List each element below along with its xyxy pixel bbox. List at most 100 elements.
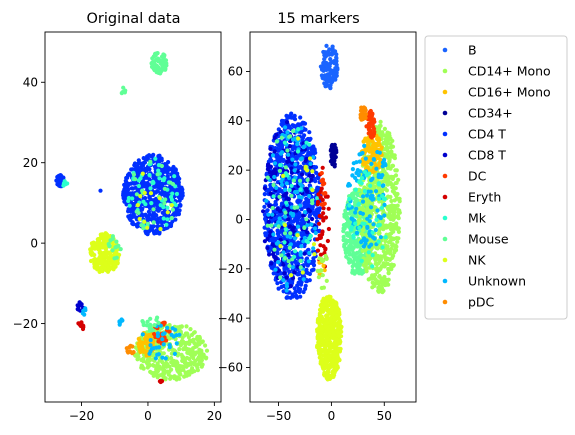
point-mouse — [151, 207, 156, 212]
point-mk — [315, 196, 320, 201]
point-mouse — [134, 209, 139, 214]
point-nk — [324, 306, 329, 311]
point-cd14plus-mono — [378, 254, 384, 259]
point-unknown — [274, 185, 279, 190]
point-unknown — [117, 322, 122, 327]
point-unknown — [140, 332, 145, 337]
point-mouse — [351, 240, 356, 245]
point-cd8-t — [272, 135, 277, 141]
point-mouse — [341, 234, 346, 239]
point-cd14plus-mono — [321, 285, 326, 290]
point-nk — [97, 247, 102, 252]
point-cd4-t — [304, 267, 309, 272]
point-nk — [336, 330, 341, 335]
point-mk — [153, 156, 158, 161]
point-cd14plus-mono — [192, 369, 197, 374]
point-cd14plus-mono — [384, 261, 389, 266]
point-cd4-t — [306, 136, 311, 142]
point-unknown — [361, 194, 366, 199]
point-mouse — [353, 251, 358, 256]
point-cd14plus-mono — [188, 327, 193, 332]
point-mouse — [148, 325, 153, 330]
point-cd14plus-mono — [384, 282, 389, 287]
point-cd14plus-mono — [384, 188, 389, 193]
point-nk — [318, 343, 323, 348]
point-mk — [126, 195, 131, 201]
point-cd14plus-mono — [193, 358, 198, 363]
point-cd4-t — [166, 168, 171, 173]
point-cd14plus-mono — [373, 261, 378, 266]
point-mouse — [154, 68, 159, 73]
point-unknown — [305, 223, 310, 228]
point-mouse — [162, 201, 167, 206]
point-mouse — [302, 225, 307, 230]
point-cd34plus — [332, 158, 337, 163]
point-cd4-t — [134, 166, 139, 171]
point-cd8-t — [273, 170, 278, 175]
point-unknown — [375, 149, 380, 155]
point-cd4-t — [157, 185, 163, 191]
point-nk — [323, 324, 328, 329]
point-cd14plus-mono — [364, 261, 369, 266]
point-mk — [353, 187, 358, 192]
point-cd4-t — [144, 175, 149, 180]
point-cd4-t — [129, 181, 134, 186]
point-cd34plus — [332, 162, 337, 167]
point-mouse — [271, 182, 276, 187]
point-b — [330, 44, 335, 49]
point-nk — [317, 320, 322, 325]
point-mouse — [272, 247, 277, 252]
point-cd14plus-mono — [162, 368, 167, 373]
point-cd8-t — [284, 197, 289, 202]
point-mouse — [156, 56, 161, 61]
point-unknown — [365, 193, 370, 198]
x-tick-label: 50 — [377, 409, 392, 423]
point-mouse — [295, 205, 300, 210]
point-cd14plus-mono — [390, 189, 395, 194]
point-cd4-t — [307, 214, 312, 219]
point-unknown — [293, 162, 298, 167]
point-nk — [322, 372, 327, 377]
point-nk — [329, 319, 334, 324]
point-nk — [95, 241, 100, 246]
point-cd4-t — [307, 183, 312, 188]
point-cd16plus-mono — [143, 337, 149, 342]
point-unknown — [163, 356, 168, 361]
x-tick-label: 0 — [144, 409, 152, 423]
point-nk — [307, 156, 313, 161]
point-cd8-t — [262, 186, 267, 191]
point-cd14plus-mono — [175, 367, 181, 373]
point-unknown — [351, 161, 356, 166]
point-cd4-t — [299, 207, 304, 212]
point-cd4-t — [296, 122, 301, 127]
point-mouse — [304, 217, 309, 222]
point-dc — [366, 123, 371, 128]
point-nk — [88, 258, 94, 264]
point-mouse — [344, 221, 350, 226]
point-mouse — [114, 239, 119, 244]
point-cd14plus-mono — [199, 348, 204, 353]
point-cd16plus-mono — [375, 143, 380, 148]
point-unknown — [160, 337, 165, 342]
point-mk — [375, 223, 380, 228]
point-eryth — [326, 206, 331, 211]
point-cd4-t — [287, 269, 292, 274]
point-mouse — [139, 223, 144, 228]
point-mouse — [152, 323, 157, 328]
point-mouse — [156, 320, 161, 325]
point-cd4-t — [124, 202, 129, 207]
point-mk — [349, 227, 354, 232]
point-cd4-t — [59, 176, 64, 181]
point-cd14plus-mono — [177, 376, 182, 381]
point-cd14plus-mono — [184, 371, 189, 376]
point-mk — [347, 203, 352, 208]
point-cd14plus-mono — [155, 369, 160, 374]
point-cd14plus-mono — [194, 350, 199, 355]
point-mk — [304, 239, 309, 244]
point-cd14plus-mono — [377, 185, 382, 190]
point-cd14plus-mono — [396, 210, 401, 215]
point-cd14plus-mono — [139, 357, 144, 363]
point-cd4-t — [56, 176, 62, 181]
point-cd8-t — [292, 270, 297, 275]
